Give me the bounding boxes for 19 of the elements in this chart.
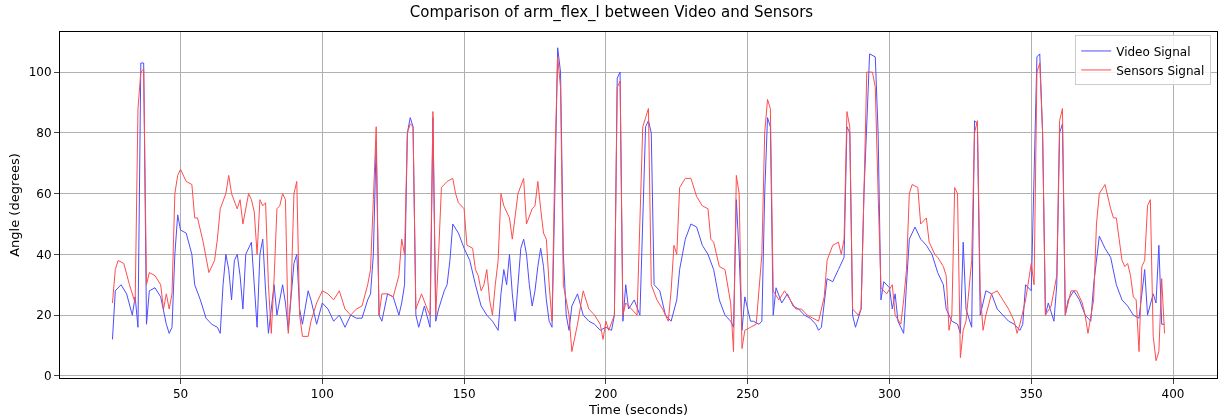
x-axis-title: Time (seconds) <box>587 402 689 417</box>
x-tick-label: 300 <box>878 387 901 402</box>
x-tick-label: 350 <box>1019 387 1043 402</box>
y-tick-label: 0 <box>43 369 52 384</box>
y-tick-label: 100 <box>28 65 52 80</box>
y-tick-label: 20 <box>36 308 52 323</box>
chart-title: Comparison of arm_flex_l between Video and Sensors <box>409 2 814 22</box>
x-tick-label: 50 <box>172 387 189 402</box>
y-axis-title: Angle (degrees) <box>6 153 22 257</box>
x-tick-label: 200 <box>594 387 618 402</box>
x-tick-label: 150 <box>452 387 476 402</box>
y-tick-label: 80 <box>36 126 52 141</box>
legend-label: Sensors Signal <box>1116 63 1205 78</box>
x-tick-label: 400 <box>1161 387 1185 402</box>
x-tick-label: 100 <box>310 387 334 402</box>
x-tick-label: 250 <box>736 387 760 402</box>
legend-label: Video Signal <box>1116 44 1191 59</box>
y-tick-label: 40 <box>36 247 52 262</box>
y-tick-label: 60 <box>36 186 52 201</box>
